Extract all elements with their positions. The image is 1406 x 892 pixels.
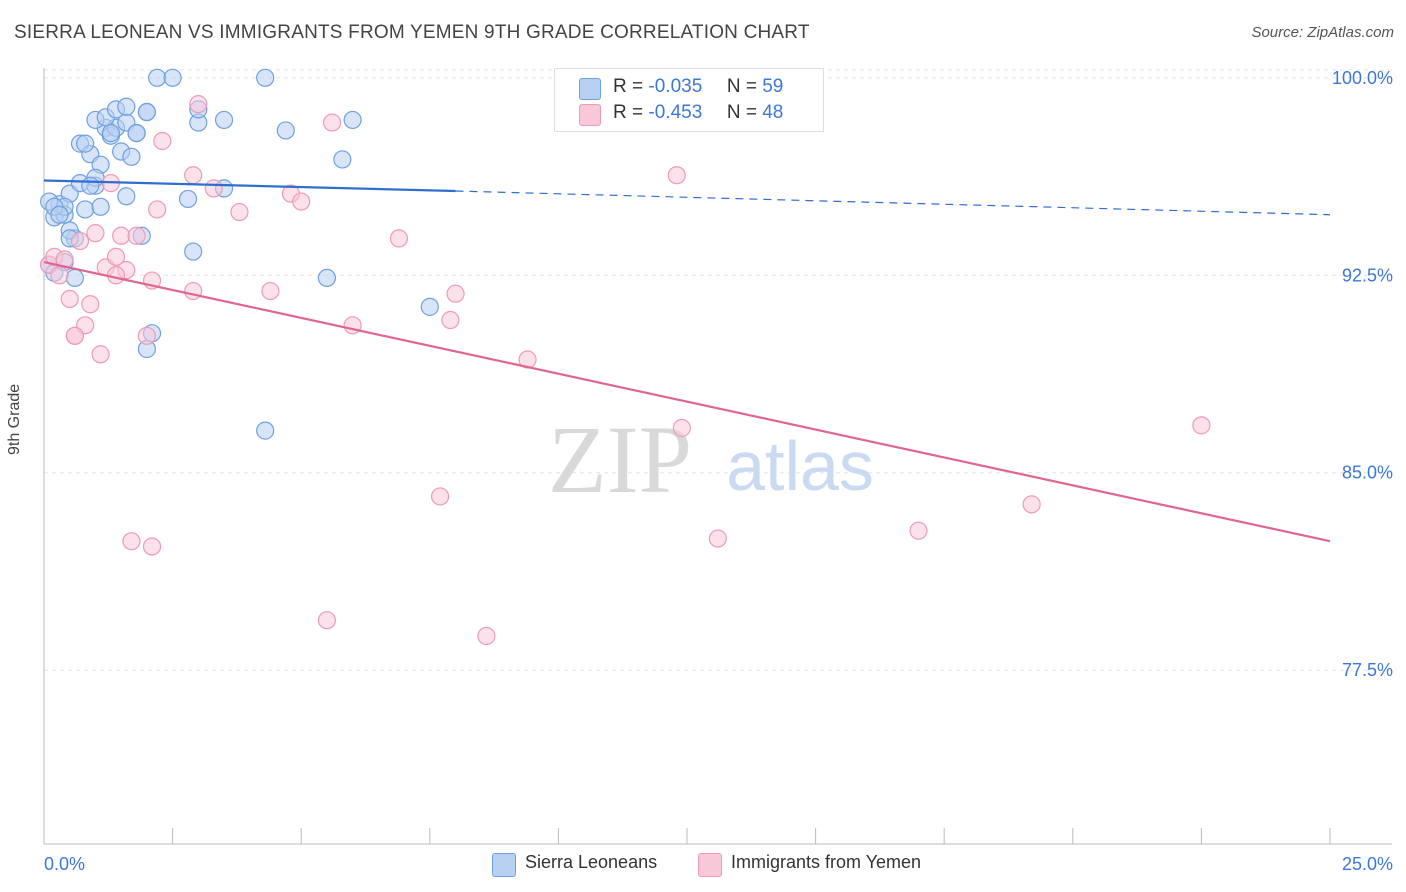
y-tick-label: 77.5%: [1342, 660, 1393, 680]
point-sierra-leonean: [76, 134, 95, 153]
point-yemen: [127, 226, 146, 245]
point-yemen: [1192, 416, 1211, 435]
point-yemen: [672, 418, 691, 438]
point-yemen: [189, 95, 208, 114]
tick-labels: 100.0% 92.5% 85.0% 77.5% 0.0% 25.0%: [44, 68, 1393, 874]
point-yemen: [261, 281, 280, 301]
legend-row-1: R = -0.035 N = 59: [613, 76, 783, 98]
axes: [43, 68, 1392, 845]
point-yemen: [70, 231, 90, 251]
bottom-legend-yemen: Immigrants from Yemen: [731, 852, 922, 872]
point-sierra-leonean: [50, 205, 69, 224]
gridlines: [44, 69, 1392, 671]
point-yemen: [55, 250, 74, 269]
point-sierra-leonean: [122, 147, 141, 166]
x-tick-label: 0.0%: [44, 854, 85, 874]
point-yemen: [106, 266, 126, 285]
point-yemen: [106, 247, 126, 266]
point-yemen: [153, 131, 172, 151]
point-sierra-leonean: [117, 187, 136, 206]
point-sierra-leonean: [65, 268, 84, 288]
point-yemen: [446, 284, 465, 303]
watermark-atlas: atlas: [726, 427, 874, 505]
legend-r-value: -0.453: [648, 102, 703, 123]
point-yemen: [137, 326, 156, 345]
point-yemen: [86, 224, 105, 243]
legend-n-label: N =: [726, 76, 757, 97]
point-yemen: [909, 521, 928, 540]
point-sierra-leonean: [148, 68, 167, 87]
point-yemen: [230, 202, 249, 222]
legend-row-2: R = -0.453 N = 48: [613, 102, 783, 124]
point-yemen: [184, 281, 203, 301]
trend-line-sierra-leonean-extension: [455, 190, 1331, 216]
legend-swatch-pink: [579, 104, 601, 126]
point-yemen: [292, 192, 311, 211]
point-yemen: [708, 529, 727, 548]
y-axis-label: 9th Grade: [6, 383, 23, 455]
point-yemen: [477, 626, 496, 646]
watermark-zip: ZIP: [548, 406, 692, 513]
legend-n-value: 48: [762, 102, 784, 123]
point-sierra-leonean: [137, 102, 156, 122]
point-yemen: [65, 326, 84, 345]
trend-lines: [43, 179, 1331, 543]
legend-r-label: R =: [613, 102, 644, 123]
point-yemen: [322, 113, 342, 132]
point-sierra-leonean: [256, 421, 275, 440]
bottom-legend-swatch-blue: [492, 853, 516, 877]
point-sierra-leonean: [256, 68, 275, 87]
point-yemen: [122, 532, 141, 551]
point-sierra-leonean: [214, 110, 234, 130]
point-sierra-leonean: [317, 268, 337, 288]
legend-n-label: N =: [726, 102, 757, 123]
legend-swatch-blue: [579, 78, 601, 100]
point-yemen: [317, 611, 337, 630]
y-tick-label: 85.0%: [1342, 463, 1393, 483]
point-yemen: [667, 166, 686, 185]
data-points: [40, 68, 1211, 646]
legend-r-label: R =: [613, 76, 644, 97]
point-yemen: [204, 179, 223, 198]
y-tick-label: 100.0%: [1332, 68, 1393, 88]
point-yemen: [184, 166, 203, 185]
point-yemen: [441, 310, 460, 330]
point-sierra-leonean: [333, 150, 352, 169]
point-sierra-leonean: [101, 123, 120, 143]
point-sierra-leonean: [117, 97, 136, 116]
point-yemen: [112, 226, 131, 245]
point-yemen: [148, 200, 167, 219]
point-sierra-leonean: [276, 121, 295, 140]
point-yemen: [1022, 495, 1041, 514]
point-sierra-leonean: [184, 242, 203, 261]
bottom-legend-sierra-leoneans: Sierra Leoneans: [525, 852, 658, 872]
trend-line-sierra-leonean: [43, 179, 456, 193]
point-yemen: [50, 266, 69, 285]
point-yemen: [430, 487, 450, 506]
point-sierra-leonean: [343, 110, 362, 130]
point-sierra-leonean: [91, 197, 110, 216]
point-yemen: [60, 289, 79, 309]
source-label: Source: ZipAtlas.com: [1251, 24, 1394, 41]
point-yemen: [389, 229, 409, 248]
legend: R = -0.035 N = 59 R = -0.453 N = 48: [554, 68, 824, 132]
point-yemen: [91, 345, 110, 364]
point-yemen: [142, 537, 162, 556]
point-sierra-leonean: [127, 123, 146, 143]
y-tick-label: 92.5%: [1342, 265, 1393, 285]
chart-title: SIERRA LEONEAN VS IMMIGRANTS FROM YEMEN …: [14, 22, 810, 43]
bottom-legend-swatch-pink: [698, 853, 722, 877]
point-sierra-leonean: [81, 176, 100, 195]
point-sierra-leonean: [178, 189, 198, 209]
point-yemen: [81, 295, 100, 314]
legend-r-value: -0.035: [648, 76, 703, 97]
point-sierra-leonean: [163, 68, 182, 87]
trend-line-yemen: [43, 261, 1331, 543]
x-tick-label: 25.0%: [1342, 854, 1393, 874]
legend-n-value: 59: [762, 76, 784, 97]
point-sierra-leonean: [420, 297, 439, 316]
point-sierra-leonean: [76, 200, 95, 219]
